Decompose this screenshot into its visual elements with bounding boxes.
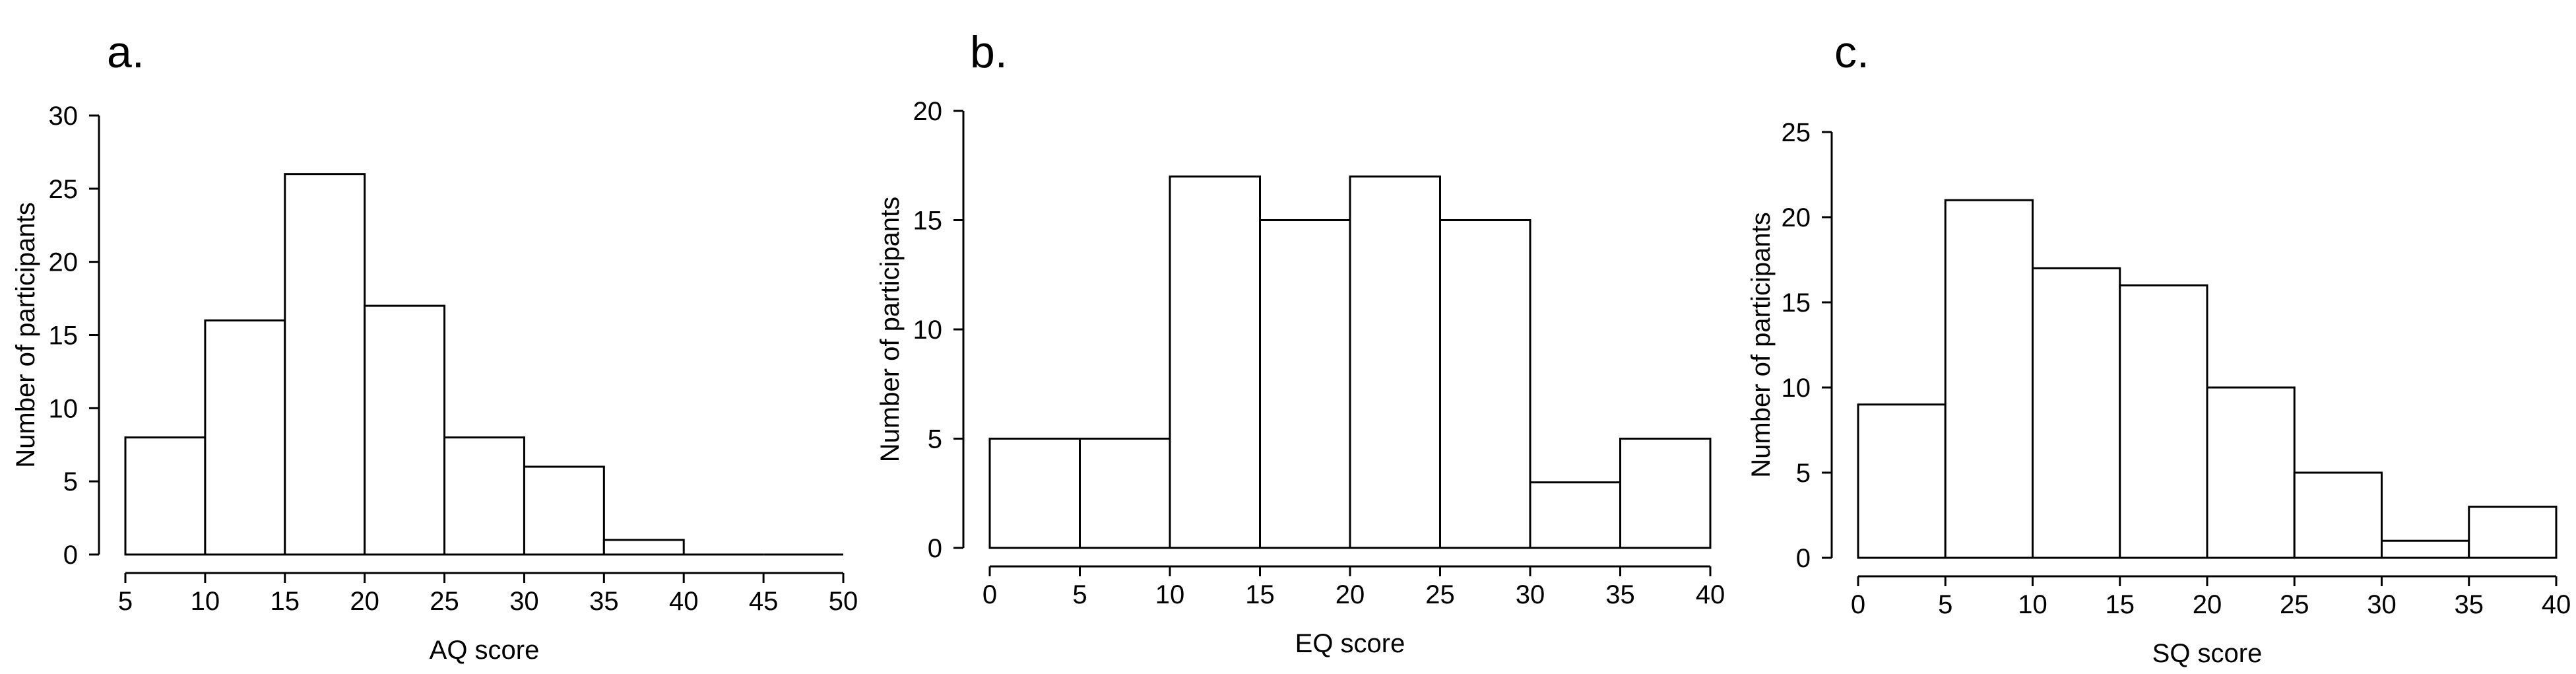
histogram-bar [284, 173, 366, 556]
histogram-bar [1439, 219, 1531, 549]
x-tick-label: 30 [1516, 580, 1545, 609]
y-axis-label: Number of participants [876, 197, 905, 462]
histogram-bar [2206, 386, 2296, 559]
y-tick-label: 30 [49, 102, 79, 131]
y-tick-label: 5 [1796, 459, 1811, 488]
x-tick-label: 30 [509, 587, 539, 616]
y-tick-label: 20 [1782, 203, 1811, 232]
y-tick-label: 0 [928, 534, 942, 563]
x-tick-label: 30 [2367, 590, 2397, 619]
histogram-bar [2468, 506, 2558, 559]
x-tick-label: 20 [1336, 580, 1365, 609]
y-tick-label: 15 [913, 207, 943, 236]
panel-c-sq-histogram: c. 0 5 10 15 20 25 0 5 10 15 20 25 30 35 40 SQ score Numb… [1747, 27, 2571, 668]
x-axis-label: AQ score [430, 636, 540, 665]
y-tick-label: 15 [49, 321, 79, 351]
x-tick-label: 0 [982, 580, 997, 609]
x-tick-label: 40 [2542, 590, 2571, 619]
histogram-bar [1079, 438, 1171, 549]
panel-a-aq-histogram: a. 0 5 10 15 20 25 30 5 10 15 20 25 30 35 40 45 50 AQ scor… [11, 27, 858, 665]
histogram-bar [1944, 199, 2034, 559]
x-tick-label: 10 [1155, 580, 1185, 609]
x-tick-label: 15 [1245, 580, 1275, 609]
x-tick-label: 25 [430, 587, 459, 616]
x-axis-label: EQ score [1295, 629, 1405, 658]
x-tick-label: 40 [1696, 580, 1725, 609]
histogram-bar [602, 539, 685, 556]
x-tick-label: 25 [1425, 580, 1455, 609]
x-tick-label: 20 [2193, 590, 2222, 619]
histogram-bar [1857, 403, 1947, 559]
y-tick-label: 15 [1782, 288, 1811, 318]
histogram-bar [2032, 267, 2121, 559]
panel-label: c. [1834, 27, 1869, 77]
y-tick-label: 0 [63, 541, 78, 570]
y-axis-label: Number of participants [1747, 212, 1776, 477]
x-tick-label: 10 [191, 587, 220, 616]
x-tick-label: 50 [829, 587, 858, 616]
panel-b-eq-histogram: b. 0 5 10 15 20 0 5 10 15 20 25 30 35 40 EQ score Number… [876, 27, 1725, 658]
histogram-bar [1619, 438, 1712, 549]
histogram-bar [988, 438, 1081, 549]
histogram-bar [1259, 219, 1351, 549]
y-tick-label: 20 [49, 248, 79, 277]
x-tick-label: 10 [2018, 590, 2047, 619]
y-tick-label: 0 [1796, 544, 1811, 573]
histogram-bar [124, 436, 207, 556]
x-tick-label: 45 [749, 587, 779, 616]
y-tick-label: 10 [49, 394, 79, 423]
y-axis-label: Number of participants [11, 202, 40, 467]
x-tick-label: 35 [1605, 580, 1635, 609]
panel-label: b. [970, 27, 1008, 77]
y-tick-label: 20 [913, 97, 943, 126]
x-tick-label: 5 [1072, 580, 1087, 609]
y-tick-label: 10 [913, 316, 943, 345]
y-tick-label: 25 [49, 175, 79, 204]
histogram-bar [2381, 539, 2470, 559]
y-tick-label: 25 [1782, 118, 1811, 147]
histogram-bar [2119, 284, 2208, 559]
x-tick-label: 20 [350, 587, 379, 616]
histogram-bar [1169, 175, 1261, 549]
x-tick-label: 15 [271, 587, 300, 616]
histogram-bar [523, 465, 605, 556]
y-tick-label: 10 [1782, 374, 1811, 403]
histogram-bar [1529, 481, 1621, 549]
histogram-bar [2293, 471, 2383, 559]
x-tick-label: 5 [1938, 590, 1952, 619]
x-axis-label: SQ score [2152, 639, 2263, 668]
histogram-bar [364, 304, 446, 556]
x-tick-label: 25 [2280, 590, 2309, 619]
x-tick-label: 5 [118, 587, 133, 616]
panel-label: a. [107, 27, 145, 77]
x-tick-label: 35 [2455, 590, 2484, 619]
x-tick-label: 35 [589, 587, 619, 616]
histogram-bar [204, 319, 286, 556]
y-tick-label: 5 [63, 467, 78, 496]
x-tick-label: 40 [669, 587, 699, 616]
x-tick-label: 15 [2106, 590, 2135, 619]
x-tick-label: 0 [1851, 590, 1865, 619]
y-tick-label: 5 [928, 425, 942, 454]
histogram-bar [1349, 175, 1441, 549]
histogram-bar [443, 436, 525, 556]
